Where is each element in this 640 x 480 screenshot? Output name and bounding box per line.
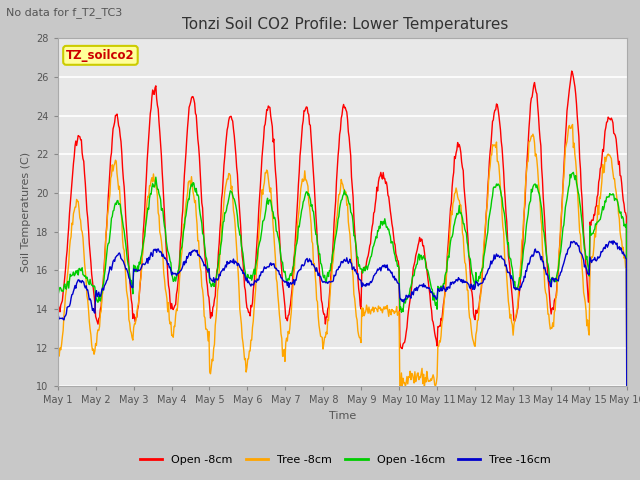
Tree -8cm	[428, 375, 436, 381]
Tree -8cm	[211, 341, 218, 347]
Tree -8cm	[123, 288, 131, 294]
Tree -8cm	[64, 269, 72, 275]
Open -8cm	[64, 235, 72, 241]
Tree -8cm	[569, 121, 577, 127]
Line: Open -8cm: Open -8cm	[58, 71, 627, 480]
Line: Tree -16cm: Tree -16cm	[58, 241, 627, 480]
Open -16cm	[123, 249, 131, 254]
Tree -16cm	[211, 280, 218, 286]
Line: Open -16cm: Open -16cm	[58, 172, 627, 480]
Open -16cm	[180, 224, 188, 230]
Open -8cm	[180, 173, 188, 179]
Open -8cm	[568, 68, 575, 74]
Y-axis label: Soil Temperatures (C): Soil Temperatures (C)	[20, 152, 31, 273]
Open -8cm	[428, 317, 436, 323]
Legend: Open -8cm, Tree -8cm, Open -16cm, Tree -16cm: Open -8cm, Tree -8cm, Open -16cm, Tree -…	[136, 451, 556, 469]
Open -16cm	[211, 284, 218, 289]
Open -16cm	[412, 265, 419, 271]
Tree -16cm	[412, 288, 419, 293]
Text: Tonzi Soil CO2 Profile: Lower Temperatures: Tonzi Soil CO2 Profile: Lower Temperatur…	[182, 17, 509, 32]
Tree -8cm	[412, 379, 419, 384]
Open -16cm	[54, 287, 61, 292]
Tree -16cm	[123, 266, 131, 272]
X-axis label: Time: Time	[329, 411, 356, 421]
Open -8cm	[123, 226, 131, 232]
Open -16cm	[428, 287, 436, 292]
Open -8cm	[211, 296, 218, 302]
Tree -8cm	[54, 351, 61, 357]
Tree -16cm	[428, 290, 436, 296]
Open -16cm	[64, 278, 72, 284]
Open -16cm	[570, 169, 577, 175]
Tree -16cm	[610, 238, 618, 244]
Open -8cm	[412, 253, 419, 259]
Text: TZ_soilco2: TZ_soilco2	[66, 49, 135, 62]
Line: Tree -8cm: Tree -8cm	[58, 124, 627, 480]
Tree -16cm	[64, 304, 72, 310]
Text: No data for f_T2_TC3: No data for f_T2_TC3	[6, 7, 123, 18]
Tree -16cm	[54, 313, 61, 319]
Open -8cm	[54, 301, 61, 307]
Tree -8cm	[180, 222, 188, 228]
Tree -16cm	[180, 262, 188, 268]
